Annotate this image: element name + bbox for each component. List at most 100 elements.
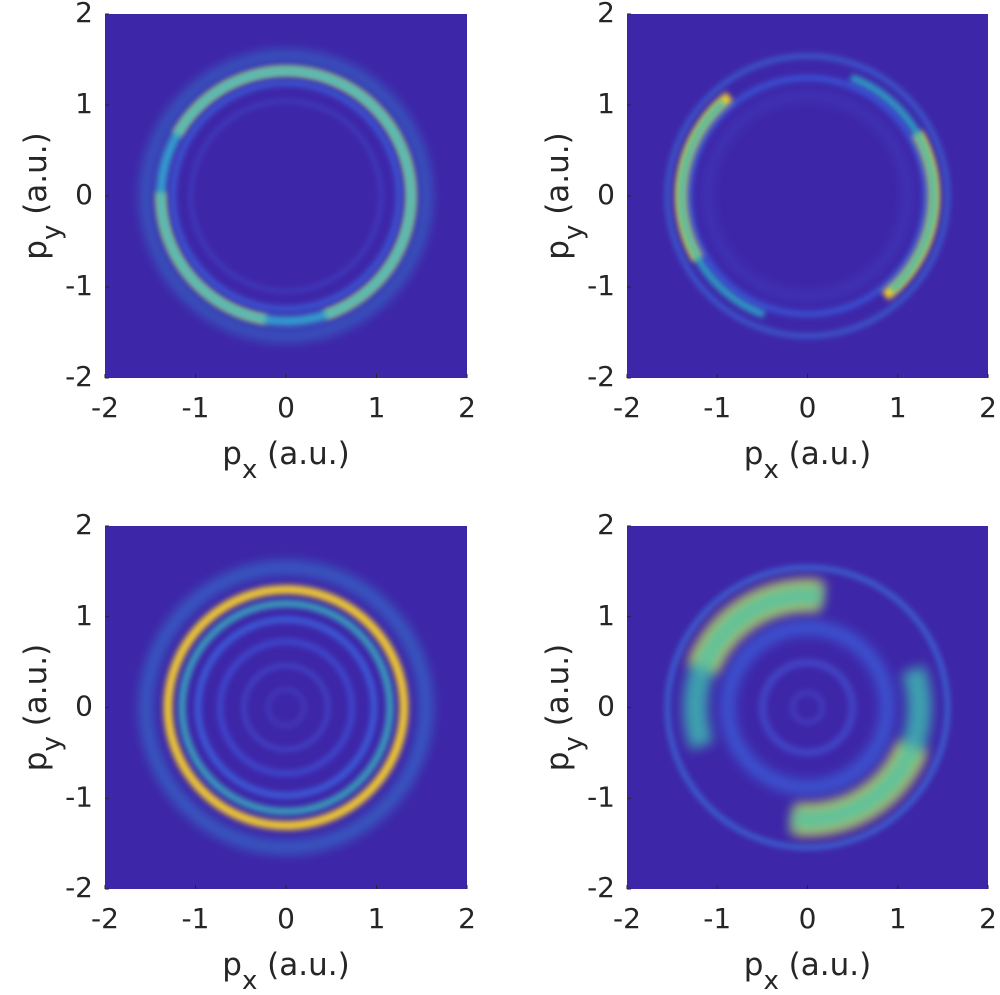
x-axis-label: px (a.u.) bbox=[744, 436, 871, 485]
y-tick-label: 2 bbox=[597, 508, 615, 541]
x-tick-label: 1 bbox=[889, 902, 907, 935]
y-axis-label-part: p bbox=[540, 752, 576, 772]
y-tick-label: -1 bbox=[65, 269, 93, 302]
y-axis-label: py (a.u.) bbox=[18, 644, 67, 771]
intensity-ring bbox=[163, 585, 409, 830]
y-axis-label-part: (a.u.) bbox=[540, 132, 576, 224]
x-axis-label-part: x bbox=[763, 966, 778, 995]
y-tick-label: -1 bbox=[587, 780, 615, 813]
y-axis-label-part: p bbox=[18, 752, 54, 772]
x-tick-label: -1 bbox=[182, 391, 210, 424]
x-tick-label: -1 bbox=[182, 902, 210, 935]
y-axis-label-part: y bbox=[559, 736, 589, 751]
x-axis-label-part: p bbox=[744, 947, 764, 983]
y-axis-label-part: y bbox=[559, 225, 589, 240]
intensity bbox=[140, 561, 432, 854]
intensity-ring bbox=[665, 565, 950, 850]
intensity-ring bbox=[189, 99, 383, 293]
y-tick-label: -1 bbox=[587, 269, 615, 302]
x-tick-label: 2 bbox=[458, 902, 476, 935]
x-axis-label-part: (a.u.) bbox=[257, 947, 349, 983]
x-tick-label: 1 bbox=[368, 902, 386, 935]
intensity-ring bbox=[156, 66, 416, 326]
y-tick-label: 2 bbox=[75, 508, 93, 541]
intensity-ring bbox=[217, 638, 355, 777]
x-axis-label: px (a.u.) bbox=[222, 947, 349, 995]
x-tick-label: 2 bbox=[979, 902, 997, 935]
heatmap-background bbox=[105, 526, 467, 889]
intensity-ring bbox=[790, 690, 825, 725]
y-axis-label-part: (a.u.) bbox=[18, 644, 54, 736]
intensity-ring bbox=[266, 687, 306, 728]
y-axis-label: py (a.u.) bbox=[540, 132, 589, 259]
y-tick-label: 0 bbox=[75, 690, 93, 723]
x-tick-label: 2 bbox=[458, 391, 476, 424]
y-tick-label: 1 bbox=[597, 87, 615, 120]
intensity bbox=[665, 565, 950, 850]
y-axis-label: py (a.u.) bbox=[540, 644, 589, 771]
y-axis-label-part: y bbox=[37, 736, 67, 751]
intensity-ring bbox=[720, 620, 895, 795]
intensity-ring bbox=[704, 93, 911, 299]
y-tick-label: 2 bbox=[75, 0, 93, 29]
intensity-ring bbox=[178, 600, 394, 815]
x-tick-label: 1 bbox=[889, 391, 907, 424]
y-tick-label: -2 bbox=[587, 360, 615, 393]
x-axis-label-part: p bbox=[222, 436, 242, 472]
y-tick-label: 0 bbox=[75, 178, 93, 211]
x-tick-label: -2 bbox=[91, 391, 119, 424]
x-tick-label: 1 bbox=[368, 391, 386, 424]
intensity bbox=[141, 51, 431, 341]
y-tick-label: 0 bbox=[597, 178, 615, 211]
x-tick-label: 0 bbox=[277, 391, 295, 424]
y-tick-label: -2 bbox=[65, 871, 93, 904]
intensity-ring bbox=[195, 616, 377, 799]
x-axis-label-part: (a.u.) bbox=[779, 947, 871, 983]
x-tick-label: 0 bbox=[277, 902, 295, 935]
intensity-ring bbox=[241, 663, 331, 752]
x-axis-label-part: x bbox=[763, 455, 778, 485]
x-axis-label-part: x bbox=[242, 966, 257, 995]
x-tick-label: -1 bbox=[703, 391, 731, 424]
x-tick-label: -1 bbox=[703, 902, 731, 935]
y-tick-label: -1 bbox=[65, 780, 93, 813]
x-axis-label-part: (a.u.) bbox=[779, 436, 871, 472]
y-axis-label-part: (a.u.) bbox=[18, 132, 54, 224]
intensity-ring bbox=[677, 66, 938, 326]
x-tick-label: 0 bbox=[799, 902, 817, 935]
y-tick-label: 0 bbox=[597, 690, 615, 723]
intensity bbox=[665, 53, 950, 339]
x-tick-label: 0 bbox=[799, 391, 817, 424]
y-tick-label: 1 bbox=[75, 599, 93, 632]
x-axis-label-part: p bbox=[222, 947, 242, 983]
intensity-ring bbox=[686, 75, 929, 317]
x-tick-label: -2 bbox=[613, 391, 641, 424]
y-axis-label-part: p bbox=[18, 240, 54, 260]
x-tick-label: 2 bbox=[979, 391, 997, 424]
y-tick-label: -2 bbox=[587, 871, 615, 904]
y-axis-label-part: p bbox=[540, 240, 576, 260]
x-axis-label: px (a.u.) bbox=[222, 436, 349, 485]
x-tick-label: -2 bbox=[613, 902, 641, 935]
intensity-ring bbox=[665, 53, 950, 339]
y-tick-label: -2 bbox=[65, 360, 93, 393]
intensity-ring bbox=[170, 80, 402, 312]
intensity-ring bbox=[141, 51, 431, 341]
intensity-ring bbox=[683, 583, 932, 832]
y-axis-label-part: y bbox=[37, 225, 67, 240]
x-axis-label-part: p bbox=[744, 436, 764, 472]
y-axis-label: py (a.u.) bbox=[18, 132, 67, 259]
y-tick-label: 1 bbox=[75, 87, 93, 120]
x-axis-label-part: (a.u.) bbox=[257, 436, 349, 472]
x-axis-label: px (a.u.) bbox=[744, 947, 871, 995]
x-axis-label-part: x bbox=[242, 455, 257, 485]
y-axis-label-part: (a.u.) bbox=[540, 644, 576, 736]
x-tick-label: -2 bbox=[91, 902, 119, 935]
y-tick-label: 2 bbox=[597, 0, 615, 29]
intensity-ring bbox=[140, 561, 432, 854]
